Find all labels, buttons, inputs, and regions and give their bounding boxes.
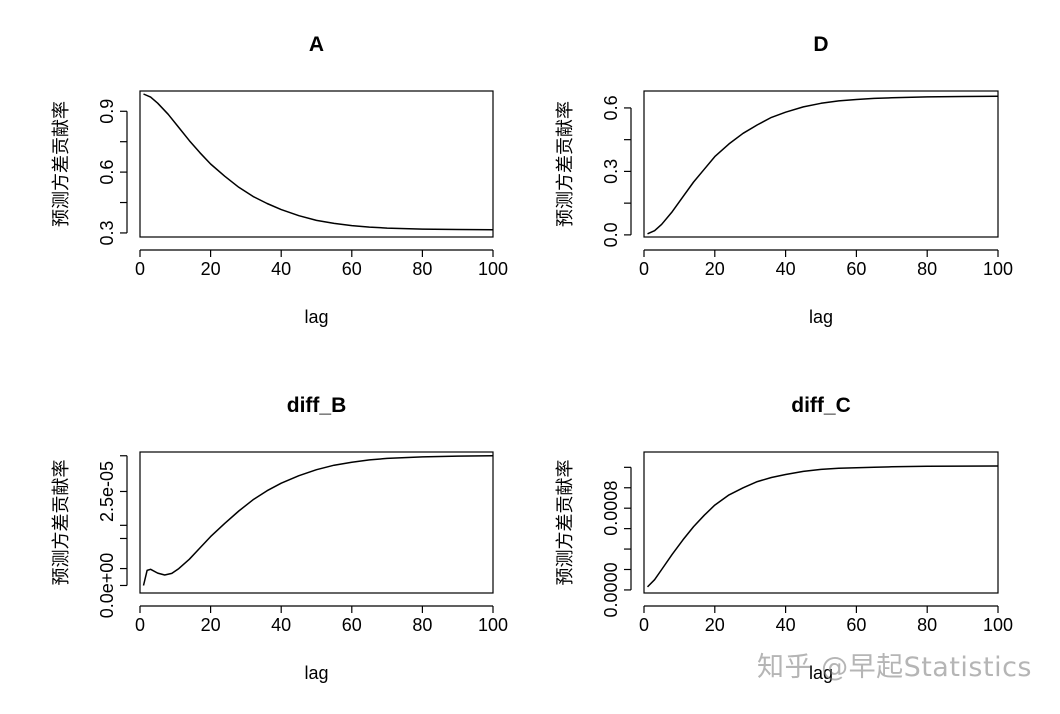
plot-frame xyxy=(643,90,999,238)
x-tick-label: 60 xyxy=(342,615,362,635)
y-axis-label: 预测方差贡献率 xyxy=(51,460,72,586)
panel-d: D 0 20 40 60 80 100 lag 0.0 0.3 0.6 预测方差贡献率 xyxy=(555,33,1013,327)
x-axis-label: lag xyxy=(304,663,328,683)
x-tick-label: 0 xyxy=(639,615,649,635)
x-tick-label: 0 xyxy=(135,259,145,279)
x-tick-label: 60 xyxy=(846,615,866,635)
x-tick-label: 40 xyxy=(776,615,796,635)
plot-frame xyxy=(139,451,494,594)
x-tick-label: 40 xyxy=(776,259,796,279)
x-axis-label: lag xyxy=(809,663,833,683)
y-tick-label: 0.9 xyxy=(97,99,117,124)
y-tick-label: 0.6 xyxy=(601,95,621,120)
x-tick-label: 20 xyxy=(705,259,725,279)
y-axis-label: 预测方差贡献率 xyxy=(555,101,576,227)
y-tick-label: 0.0 xyxy=(601,222,621,247)
plot-frame xyxy=(643,451,999,594)
x-tick-label: 60 xyxy=(342,259,362,279)
y-tick-label: 0.0000 xyxy=(601,562,621,617)
x-tick-label: 80 xyxy=(412,259,432,279)
x-tick-label: 0 xyxy=(135,615,145,635)
x-axis-label: lag xyxy=(304,307,328,327)
x-tick-label: 100 xyxy=(478,259,508,279)
panel-diff-c: diff_C 0 20 40 60 80 100 lag 0.0000 0.0008 预测方差贡献率 xyxy=(555,394,1013,683)
chart-title: diff_B xyxy=(287,394,347,417)
chart-title: diff_C xyxy=(791,394,851,417)
x-axis-label: lag xyxy=(809,307,833,327)
y-tick-label: 0.0e+00 xyxy=(97,553,117,619)
y-axis-label: 预测方差贡献率 xyxy=(51,101,72,227)
x-tick-label: 20 xyxy=(705,615,725,635)
y-tick-label: 0.6 xyxy=(97,160,117,185)
x-tick-label: 80 xyxy=(917,259,937,279)
y-tick-label: 0.0008 xyxy=(601,481,621,536)
chart-title: D xyxy=(813,33,828,56)
x-tick-label: 60 xyxy=(846,259,866,279)
x-tick-label: 40 xyxy=(271,615,291,635)
plot-frame xyxy=(139,90,494,238)
x-tick-label: 40 xyxy=(271,259,291,279)
series-line xyxy=(647,95,999,235)
y-tick-label: 0.3 xyxy=(601,159,621,184)
chart-title: A xyxy=(309,33,324,56)
x-tick-label: 20 xyxy=(201,615,221,635)
panel-a: A 0 20 40 60 80 100 lag 0.3 0.6 0.9 预测方差贡献率 xyxy=(51,33,508,327)
x-tick-label: 100 xyxy=(983,615,1013,635)
y-axis-label: 预测方差贡献率 xyxy=(555,460,576,586)
x-tick-label: 0 xyxy=(639,259,649,279)
watermark: 知乎 @早起Statistics xyxy=(756,652,1032,683)
series-line xyxy=(142,455,494,586)
x-tick-label: 20 xyxy=(201,259,221,279)
x-tick-label: 80 xyxy=(412,615,432,635)
x-tick-label: 100 xyxy=(478,615,508,635)
series-line xyxy=(143,93,494,231)
y-tick-label: 0.3 xyxy=(97,220,117,245)
x-tick-label: 80 xyxy=(917,615,937,635)
series-line xyxy=(646,465,999,588)
y-tick-label: 2.5e-05 xyxy=(97,461,117,522)
panel-diff-b: diff_B 0 20 40 60 80 100 lag 0.0e+00 2.5e-05 预测方差贡… xyxy=(51,394,508,683)
x-tick-label: 100 xyxy=(983,259,1013,279)
